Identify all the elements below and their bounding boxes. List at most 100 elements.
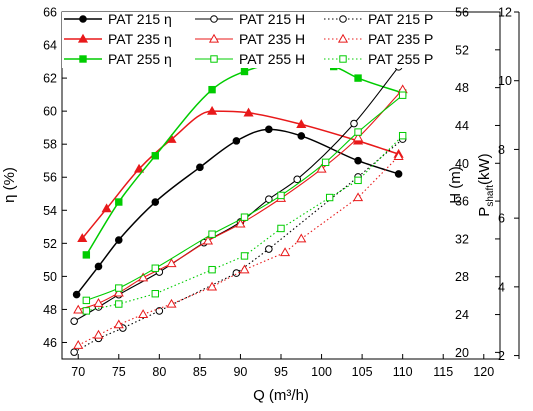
data-point (138, 309, 149, 318)
data-point (293, 175, 302, 184)
data-point (243, 107, 254, 117)
series-8 (82, 131, 407, 315)
h-tick-label: 56 (455, 6, 469, 20)
data-point (114, 236, 123, 244)
eta-tick-label: 62 (43, 72, 57, 86)
data-point (77, 33, 89, 43)
data-point (354, 74, 362, 82)
data-point (277, 191, 285, 200)
series-line (73, 138, 404, 353)
eta-tick-label: 50 (43, 270, 57, 284)
data-point (202, 235, 214, 245)
legend: PAT 215 η PAT 235 η PAT 255 η PAT 215 H PAT … (62, 11, 456, 68)
x-tick-label: 120 (473, 365, 494, 379)
data-point (115, 300, 123, 308)
legend-label: PAT 215 P (368, 11, 433, 27)
data-point (235, 218, 246, 228)
series-line (73, 66, 400, 322)
data-point (113, 287, 124, 297)
data-point (398, 131, 407, 140)
h-tick-label: 20 (455, 346, 469, 360)
data-point (350, 119, 358, 128)
eta-axis-title: η (%) (1, 167, 18, 203)
data-point (208, 85, 216, 94)
legend-item: PAT 255 H (195, 51, 305, 67)
data-point (352, 192, 364, 202)
h-tick-label: 48 (455, 81, 469, 95)
data-point (316, 163, 327, 173)
power-tick-label: 6 (498, 212, 505, 226)
data-point (321, 158, 330, 167)
data-point (337, 33, 349, 43)
legend-label: PAT 255 H (239, 51, 305, 67)
series-0 (72, 125, 403, 299)
data-point (82, 307, 91, 315)
data-point (339, 15, 347, 23)
data-point (93, 298, 104, 307)
data-point (70, 348, 78, 356)
data-point (239, 264, 250, 274)
eta-tick-label: 54 (43, 204, 57, 218)
data-point (232, 137, 241, 145)
eta-tick-label: 58 (43, 138, 57, 152)
h-tick-label: 28 (455, 270, 469, 284)
data-point (354, 128, 362, 136)
x-tick-label: 80 (152, 365, 166, 379)
legend-item: PAT 255 η (64, 51, 172, 67)
x-tick-label: 110 (393, 365, 413, 379)
eta-tick-label: 52 (43, 237, 57, 251)
h-tick-label: 36 (455, 195, 469, 209)
legend-label: PAT 215 H (239, 11, 305, 27)
legend-item: PAT 215 H (195, 11, 305, 27)
data-point (265, 245, 273, 253)
data-point (115, 198, 123, 206)
data-point (354, 176, 362, 185)
data-point (398, 91, 407, 99)
legend-label: PAT 235 P (368, 31, 433, 47)
h-tick-label: 44 (455, 119, 469, 133)
data-point (325, 193, 334, 202)
power-axis-title-main: P (476, 207, 493, 217)
data-point (151, 152, 159, 160)
axes-group: 70 75 80 85 90 95 100 105 110 115 1204648505254565… (43, 6, 520, 379)
data-point (393, 151, 404, 160)
data-point (166, 298, 177, 308)
data-point (279, 247, 291, 257)
eta-tick-label: 48 (43, 303, 57, 317)
eta-tick-label: 66 (43, 6, 57, 20)
x-tick-label: 100 (311, 365, 332, 379)
data-point (94, 262, 103, 271)
eta-tick-label: 60 (43, 105, 57, 119)
legend-label: PAT 235 H (239, 31, 305, 47)
data-point (240, 67, 249, 76)
power-tick-label: 10 (498, 74, 512, 88)
data-point (206, 105, 218, 115)
data-point (352, 132, 364, 142)
x-axis-title: Q (m³/h) (253, 387, 309, 404)
data-point (210, 15, 218, 23)
data-point (72, 290, 81, 299)
data-point (101, 203, 112, 213)
data-point (210, 55, 218, 63)
x-tick-label: 90 (233, 365, 247, 379)
data-point (93, 329, 104, 339)
legend-item: PAT 235 H (195, 31, 305, 47)
series-4 (73, 84, 408, 314)
data-point (133, 163, 145, 173)
data-point (296, 119, 307, 129)
data-point (265, 125, 273, 134)
h-tick-label: 32 (455, 232, 469, 246)
h-axis-title: H (m) (447, 166, 464, 204)
series-6 (70, 135, 407, 356)
x-tick-label: 85 (193, 365, 207, 379)
data-point (82, 251, 91, 259)
data-point (166, 258, 177, 268)
x-tick-label: 105 (352, 365, 373, 379)
series-1 (77, 105, 404, 243)
series-group (70, 59, 408, 356)
x-tick-label: 70 (71, 365, 85, 379)
eta-tick-label: 46 (43, 336, 57, 350)
h-tick-label: 40 (455, 157, 469, 171)
data-point (240, 252, 249, 260)
